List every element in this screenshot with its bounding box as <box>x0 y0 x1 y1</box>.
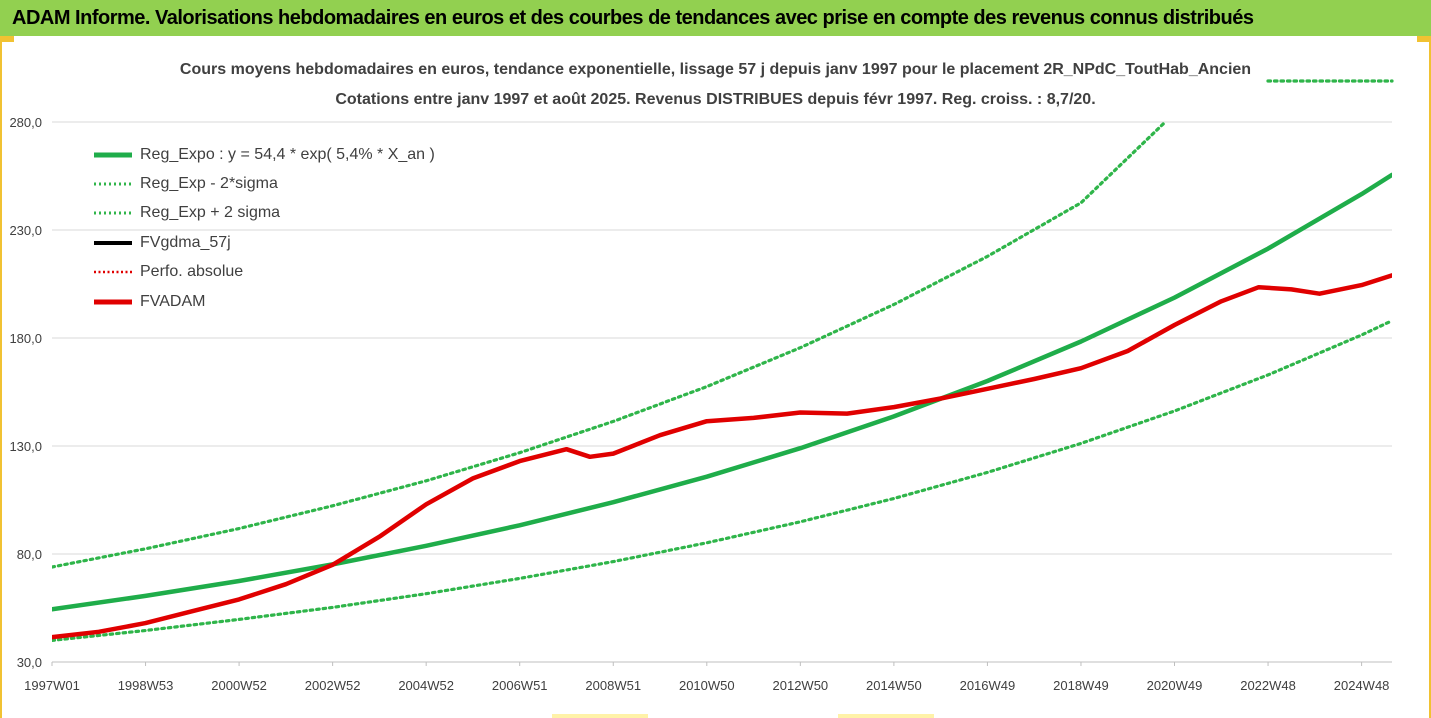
x-tick-label: 2014W50 <box>866 678 922 693</box>
legend-swatch <box>92 299 134 305</box>
chart-frame <box>0 36 1431 718</box>
legend-item-perfo[interactable]: Perfo. absolue <box>92 258 435 287</box>
legend-label: Reg_Expo : y = 54,4 * exp( 5,4% * X_an ) <box>140 145 435 163</box>
y-tick-label: 130,0 <box>9 439 42 454</box>
x-tick-label: 2004W52 <box>398 678 454 693</box>
frame-corner-right <box>1417 36 1431 42</box>
legend-label: Reg_Exp - 2*sigma <box>140 175 278 193</box>
x-tick-label: 2010W50 <box>679 678 735 693</box>
x-tick-label: 2024W48 <box>1334 678 1390 693</box>
legend-swatch <box>92 152 134 158</box>
x-tick-label: 2018W49 <box>1053 678 1109 693</box>
y-tick-label: 180,0 <box>9 331 42 346</box>
series-line-1 <box>52 319 1392 642</box>
x-tick-label: 2022W48 <box>1240 678 1296 693</box>
legend-swatch <box>92 210 134 216</box>
legend-item-fvgdma[interactable]: FVgdma_57j <box>92 228 435 257</box>
sheet-tab-marker[interactable] <box>838 714 934 718</box>
sheet-tab-marker[interactable] <box>552 714 648 718</box>
x-tick-label: 2008W51 <box>585 678 641 693</box>
legend-item-reg-expo[interactable]: Reg_Expo : y = 54,4 * exp( 5,4% * X_an ) <box>92 140 435 169</box>
y-tick-label: 280,0 <box>9 115 42 130</box>
legend-item-reg-exp-minus[interactable]: Reg_Exp - 2*sigma <box>92 169 435 198</box>
legend-swatch <box>92 269 134 275</box>
series-line-2 <box>52 120 1167 569</box>
series-line-0 <box>52 172 1392 612</box>
x-tick-label: 2000W52 <box>211 678 267 693</box>
x-tick-label: 1998W53 <box>118 678 174 693</box>
legend-item-reg-exp-plus[interactable]: Reg_Exp + 2 sigma <box>92 199 435 228</box>
y-tick-label: 230,0 <box>9 223 42 238</box>
legend-label: Perfo. absolue <box>140 263 244 281</box>
chart-subtitle: Cotations entre janv 1997 et août 2025. … <box>335 91 1096 108</box>
banner-title: ADAM Informe. Valorisations hebdomadaire… <box>0 0 1431 36</box>
frame-corner-left <box>0 36 14 42</box>
chart-legend: Reg_Expo : y = 54,4 * exp( 5,4% * X_an )… <box>92 140 435 316</box>
legend-item-fvadam[interactable]: FVADAM <box>92 287 435 316</box>
x-tick-label: 2016W49 <box>960 678 1016 693</box>
x-tick-label: 2002W52 <box>305 678 361 693</box>
series-line-5 <box>52 273 1392 640</box>
chart-title: Cours moyens hebdomadaires en euros, ten… <box>179 61 1252 78</box>
y-tick-label: 80,0 <box>17 547 42 562</box>
x-tick-label: 1997W01 <box>24 678 80 693</box>
legend-label: Reg_Exp + 2 sigma <box>140 204 281 222</box>
y-tick-label: 30,0 <box>17 655 42 670</box>
x-tick-label: 2020W49 <box>1147 678 1203 693</box>
x-tick-label: 2012W50 <box>773 678 829 693</box>
legend-label: FVADAM <box>140 292 206 310</box>
x-tick-label: 2006W51 <box>492 678 548 693</box>
legend-swatch <box>92 240 134 246</box>
legend-label: FVgdma_57j <box>140 233 231 251</box>
legend-swatch <box>92 181 134 187</box>
